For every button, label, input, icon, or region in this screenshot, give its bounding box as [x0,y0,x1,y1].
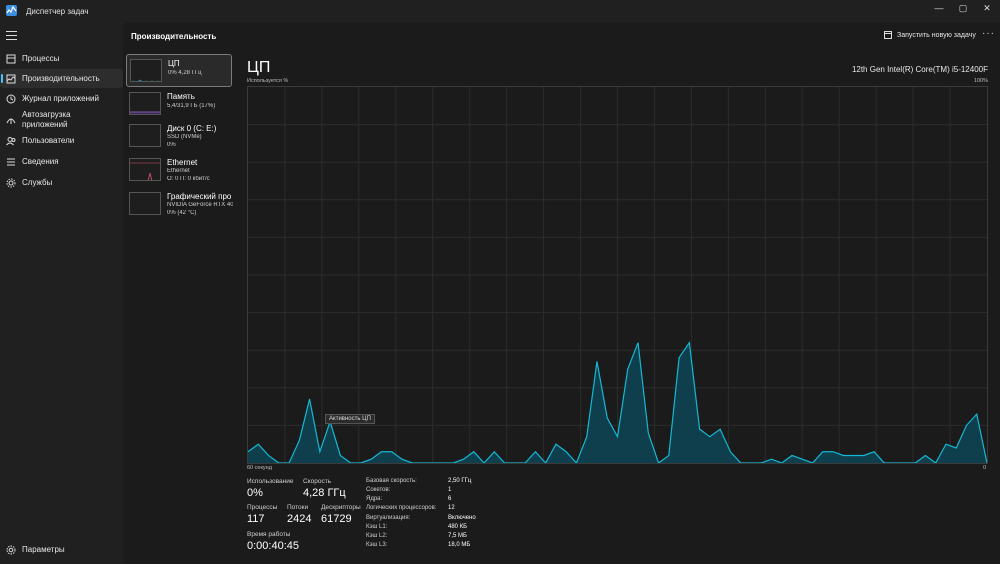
main-panel: Производительность Запустить новую задач… [123,22,1000,564]
resource-name: Графический про [167,192,232,201]
handles-label: Дескрипторы [321,504,361,511]
sidebar: Процессы Производительность Журнал прило… [0,22,123,564]
performance-icon [0,74,22,84]
usage-label: Использование [247,478,294,485]
sidebar-item-performance[interactable]: Производительность [0,69,123,88]
resource-memory[interactable]: Память 5,4/31,9 ГБ (17%) [126,88,232,121]
resource-gpu[interactable]: Графический про NVIDIA GeForce RTX 406 0… [126,188,233,221]
threads-label: Потоки [287,504,309,511]
run-new-task-button[interactable]: Запустить новую задачу [884,31,976,39]
cpu-graph-svg [247,87,988,465]
resource-name: Диск 0 (C: E:) [167,124,217,133]
cpu-model: 12th Gen Intel(R) Core(TM) i5-12400F [851,65,988,74]
settings-label: Параметры [22,545,65,554]
resource-name: ЦП [168,59,180,68]
memory-thumbnail-graph [129,92,161,115]
spec-value: 2,50 ГГц [448,478,472,484]
uptime-label: Время работы [247,531,291,538]
settings-button[interactable]: Параметры [0,545,123,555]
maximize-button[interactable]: ▢ [958,2,968,13]
sidebar-item-services[interactable]: Службы [0,174,123,192]
spec-key: Кэш L2: [366,533,388,539]
task-manager-icon [6,5,17,16]
processes-value: 117 [247,513,265,525]
usage-caption: Используется % [247,78,289,84]
min-label: 0 [983,465,987,471]
spec-value: 7,5 МБ [448,533,467,539]
users-icon [0,136,22,146]
spec-key: Базовая скорость: [366,478,417,484]
cpu-title: ЦП [247,59,271,76]
resource-ethernet[interactable]: Ethernet Ethernet О: 0 П: 0 кбит/с [126,154,232,187]
processes-icon [0,54,22,64]
time-span-label: 60 секунд [247,465,272,471]
cpu-usage-graph[interactable] [247,86,988,465]
resource-disk[interactable]: Диск 0 (C: E:) SSD (NVMe) 0% [126,120,232,153]
spec-value: 6 [448,496,452,502]
spec-key: Кэш L1: [366,524,388,530]
details-icon [0,157,22,167]
minimize-button[interactable]: — [934,3,944,13]
spec-value: 1 [448,487,452,493]
sidebar-item-app-history[interactable]: Журнал приложений [0,90,123,108]
cpu-usage-line [247,341,988,465]
handles-value: 61729 [321,513,352,525]
gpu-thumbnail-graph [129,192,161,215]
uptime-value: 0:00:40:45 [247,540,299,552]
hamburger-menu-icon[interactable] [6,31,17,40]
spec-key: Виртуализация: [366,515,411,521]
resource-detail: О: 0 П: 0 кбит/с [167,176,210,182]
spec-key: Кэш L3: [366,542,388,548]
run-new-task-label: Запустить новую задачу [897,31,976,39]
ethernet-thumbnail-graph [129,158,161,181]
resource-detail: 0% [167,142,176,148]
title-bar: Диспетчер задач — ▢ ✕ [0,0,1000,22]
speed-value: 4,28 ГГц [303,487,346,499]
more-options-button[interactable]: ··· [982,28,995,39]
spec-key: Сокетов: [366,487,391,493]
resource-detail: 0% (42 °C) [167,210,197,216]
page-title: Производительность [131,32,217,41]
resource-detail: Ethernet [167,168,190,174]
threads-value: 2424 [287,513,312,525]
cpu-usage-area [248,342,987,463]
spec-value: 18,0 МБ [448,542,471,548]
resource-detail: SSD (NVMe) [167,134,202,140]
new-task-icon [884,31,892,39]
resource-detail: NVIDIA GeForce RTX 406 [167,202,233,208]
spec-key: Ядра: [366,496,383,502]
resource-name: Память [167,92,195,101]
processes-label: Процессы [247,504,278,511]
services-icon [0,178,22,188]
window-title: Диспетчер задач [26,7,89,16]
resource-detail: 0% 4,28 ГГц [168,70,202,76]
startup-icon [0,115,22,125]
sidebar-item-startup[interactable]: Автозагрузка приложений [0,109,123,131]
spec-value: 12 [448,505,455,511]
spec-key: Логических процессоров: [366,505,437,511]
spec-value: 480 КБ [448,524,468,530]
resource-cpu[interactable]: ЦП 0% 4,28 ГГц [126,54,232,87]
cpu-activity-tooltip: Активность ЦП [325,414,375,424]
disk-thumbnail-graph [129,124,161,147]
usage-value: 0% [247,487,263,499]
close-button[interactable]: ✕ [983,2,991,13]
sidebar-item-details[interactable]: Сведения [0,153,123,171]
resource-detail: 5,4/31,9 ГБ (17%) [167,103,216,109]
gear-icon [0,545,22,555]
sidebar-item-users[interactable]: Пользователи [0,132,123,150]
cpu-thumbnail-graph [130,59,162,82]
max-label: 100% [973,78,988,84]
spec-value: Включено [448,515,476,521]
speed-label: Скорость [303,478,332,485]
app-history-icon [0,94,22,104]
resource-name: Ethernet [167,158,198,167]
sidebar-item-processes[interactable]: Процессы [0,50,123,68]
